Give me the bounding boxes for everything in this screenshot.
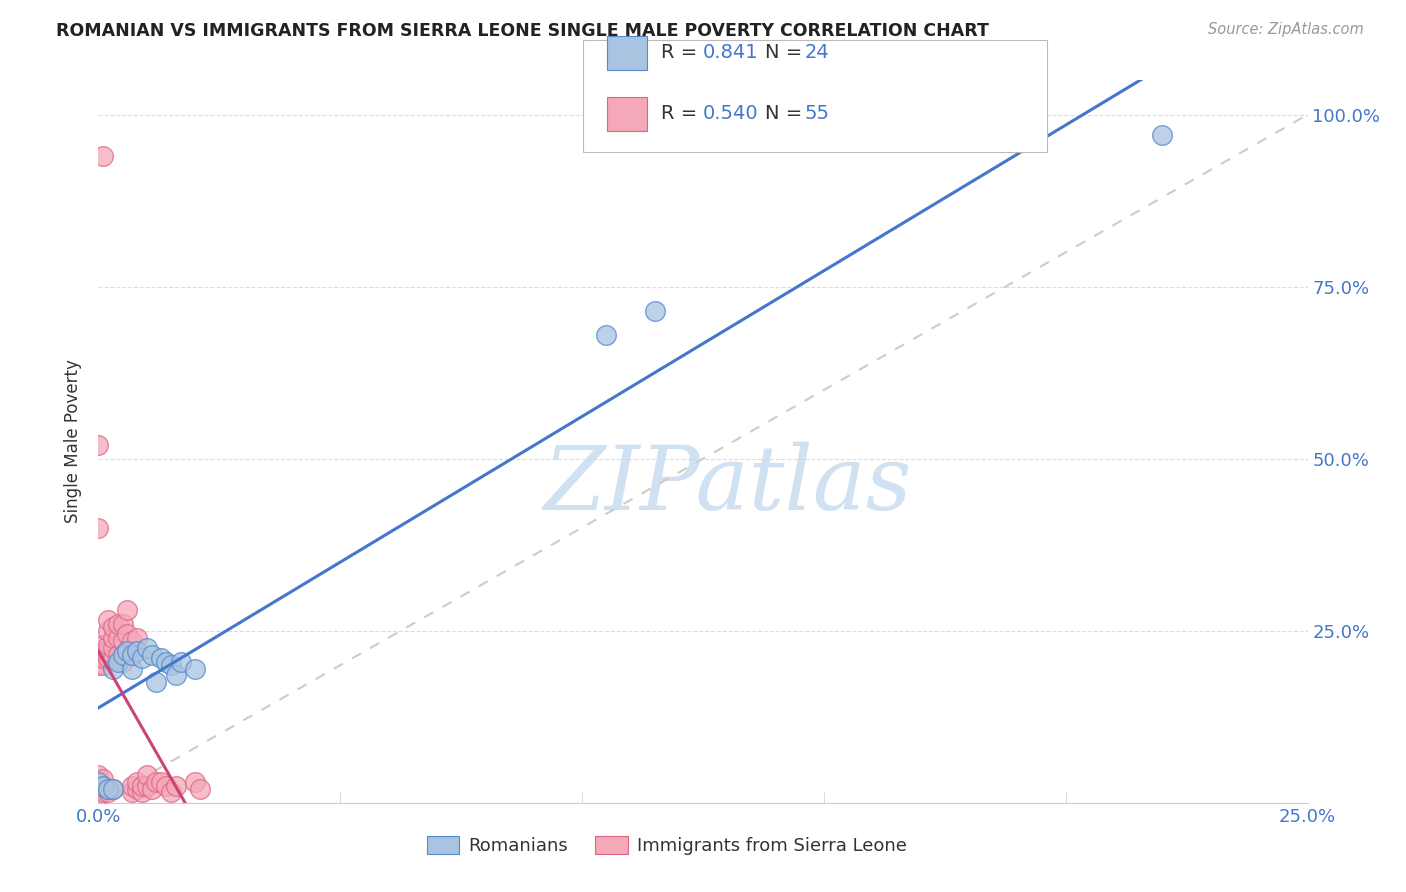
- Point: [117, 603, 139, 617]
- Point: [184, 775, 207, 789]
- Point: [141, 648, 163, 662]
- Text: Source: ZipAtlas.com: Source: ZipAtlas.com: [1208, 22, 1364, 37]
- Point: [121, 648, 143, 662]
- Text: 24: 24: [804, 43, 830, 62]
- Point: [91, 149, 114, 163]
- Text: N =: N =: [765, 104, 808, 123]
- Point: [1152, 128, 1174, 143]
- Text: 55: 55: [804, 104, 830, 123]
- Point: [87, 768, 110, 782]
- Point: [188, 782, 211, 797]
- Point: [101, 782, 124, 797]
- Point: [169, 655, 191, 669]
- Point: [101, 620, 124, 634]
- Point: [111, 648, 134, 662]
- Point: [131, 651, 153, 665]
- Legend: Romanians, Immigrants from Sierra Leone: Romanians, Immigrants from Sierra Leone: [419, 829, 914, 863]
- Text: R =: R =: [661, 43, 703, 62]
- Point: [131, 779, 153, 793]
- Point: [97, 638, 120, 652]
- Point: [111, 655, 134, 669]
- Point: [145, 775, 167, 789]
- Point: [87, 520, 110, 534]
- Point: [145, 675, 167, 690]
- Point: [91, 651, 114, 665]
- Point: [97, 614, 120, 628]
- Point: [91, 779, 114, 793]
- Point: [107, 648, 129, 662]
- Point: [97, 782, 120, 797]
- Point: [150, 775, 173, 789]
- Point: [135, 779, 157, 793]
- Y-axis label: Single Male Poverty: Single Male Poverty: [65, 359, 83, 524]
- Point: [91, 644, 114, 658]
- Point: [87, 782, 110, 797]
- Point: [135, 768, 157, 782]
- Point: [131, 785, 153, 799]
- Point: [160, 658, 183, 673]
- Text: ZIPatlas: ZIPatlas: [543, 442, 911, 528]
- Point: [160, 785, 183, 799]
- Point: [91, 785, 114, 799]
- Point: [165, 779, 187, 793]
- Point: [101, 662, 124, 676]
- Point: [97, 785, 120, 799]
- Point: [97, 782, 120, 797]
- Point: [141, 782, 163, 797]
- Point: [101, 651, 124, 665]
- Point: [87, 438, 110, 452]
- Point: [121, 785, 143, 799]
- Point: [91, 638, 114, 652]
- Point: [87, 789, 110, 803]
- Text: 0.841: 0.841: [703, 43, 759, 62]
- Point: [135, 640, 157, 655]
- Point: [155, 779, 177, 793]
- Point: [150, 651, 173, 665]
- Point: [101, 631, 124, 645]
- Point: [117, 644, 139, 658]
- Text: 0.540: 0.540: [703, 104, 759, 123]
- Text: R =: R =: [661, 104, 703, 123]
- Point: [155, 655, 177, 669]
- Point: [107, 655, 129, 669]
- Point: [121, 662, 143, 676]
- Point: [101, 640, 124, 655]
- Point: [91, 772, 114, 786]
- Point: [127, 782, 149, 797]
- Point: [111, 634, 134, 648]
- Point: [97, 651, 120, 665]
- Point: [97, 624, 120, 638]
- Point: [87, 658, 110, 673]
- Point: [184, 662, 207, 676]
- Point: [127, 644, 149, 658]
- Point: [121, 648, 143, 662]
- Point: [91, 779, 114, 793]
- Point: [87, 775, 110, 789]
- Point: [121, 779, 143, 793]
- Point: [117, 627, 139, 641]
- Point: [127, 631, 149, 645]
- Point: [595, 327, 617, 342]
- Point: [165, 668, 187, 682]
- Point: [87, 775, 110, 789]
- Point: [117, 644, 139, 658]
- Point: [107, 631, 129, 645]
- Point: [111, 616, 134, 631]
- Point: [121, 634, 143, 648]
- Point: [127, 775, 149, 789]
- Text: N =: N =: [765, 43, 808, 62]
- Point: [91, 658, 114, 673]
- Point: [644, 303, 666, 318]
- Point: [107, 616, 129, 631]
- Point: [101, 782, 124, 797]
- Text: ROMANIAN VS IMMIGRANTS FROM SIERRA LEONE SINGLE MALE POVERTY CORRELATION CHART: ROMANIAN VS IMMIGRANTS FROM SIERRA LEONE…: [56, 22, 988, 40]
- Point: [97, 644, 120, 658]
